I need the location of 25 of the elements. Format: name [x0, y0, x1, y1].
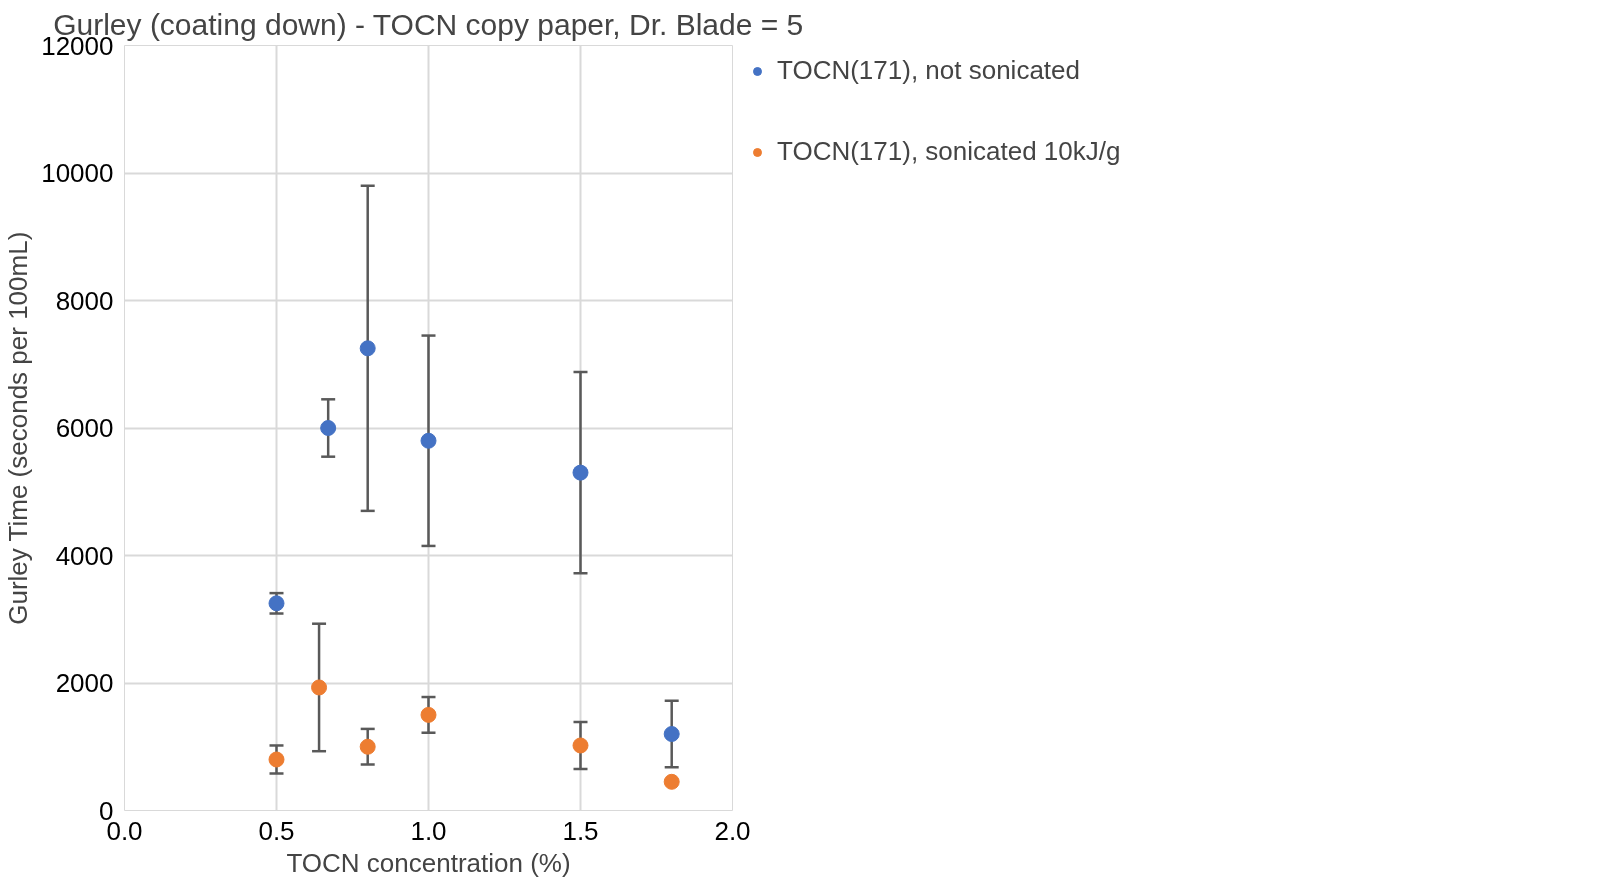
point [572, 737, 589, 754]
y-tick-label: 8000 [55, 285, 114, 316]
point [320, 420, 337, 436]
legend-label: TOCN(171), not sonicated [777, 55, 1080, 86]
legend-label: TOCN(171), sonicated 10kJ/g [777, 136, 1121, 167]
point [359, 340, 376, 357]
y-tick-label: 10000 [41, 158, 114, 188]
x-tick-label: 1.0 [410, 815, 447, 846]
point [663, 726, 680, 742]
point [663, 773, 680, 790]
point [311, 679, 328, 696]
y-tick-label: 2000 [55, 668, 114, 698]
point [572, 464, 589, 481]
point [359, 738, 376, 755]
point [268, 751, 285, 768]
x-tick-label: 2.0 [714, 815, 751, 846]
x-tick-label: 1.5 [562, 815, 599, 846]
x-tick-label: 0.5 [258, 815, 295, 846]
y-tick-label: 4000 [55, 540, 114, 571]
point [268, 595, 285, 612]
x-axis-title: TOCN concentration (%) [286, 847, 571, 878]
point [420, 706, 437, 723]
point [420, 432, 437, 449]
y-axis-title: Gurley Time (seconds per 100mL) [3, 231, 34, 625]
y-tick-label: 6000 [55, 413, 114, 443]
